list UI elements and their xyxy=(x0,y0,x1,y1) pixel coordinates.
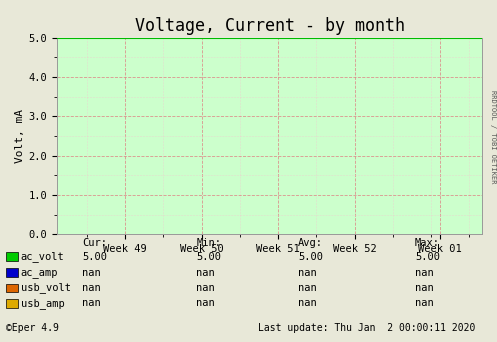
Text: ac_amp: ac_amp xyxy=(21,267,58,278)
Text: nan: nan xyxy=(196,283,215,293)
Text: usb_volt: usb_volt xyxy=(21,282,71,293)
Text: nan: nan xyxy=(298,267,317,278)
Text: nan: nan xyxy=(298,298,317,308)
Text: Cur:: Cur: xyxy=(82,238,107,248)
Text: nan: nan xyxy=(415,283,434,293)
Text: Min:: Min: xyxy=(196,238,221,248)
Text: nan: nan xyxy=(415,267,434,278)
Text: nan: nan xyxy=(82,298,101,308)
Y-axis label: Volt, mA: Volt, mA xyxy=(14,109,24,163)
Text: 5.00: 5.00 xyxy=(298,251,323,262)
Text: Max:: Max: xyxy=(415,238,440,248)
Text: nan: nan xyxy=(82,267,101,278)
Text: nan: nan xyxy=(82,283,101,293)
Text: nan: nan xyxy=(298,283,317,293)
Text: Last update: Thu Jan  2 00:00:11 2020: Last update: Thu Jan 2 00:00:11 2020 xyxy=(258,324,476,333)
Text: Avg:: Avg: xyxy=(298,238,323,248)
Text: 5.00: 5.00 xyxy=(82,251,107,262)
Text: nan: nan xyxy=(415,298,434,308)
Text: 5.00: 5.00 xyxy=(196,251,221,262)
Text: ac_volt: ac_volt xyxy=(21,251,65,262)
Text: nan: nan xyxy=(196,267,215,278)
Title: Voltage, Current - by month: Voltage, Current - by month xyxy=(135,17,405,35)
Text: RRDTOOL / TOBI OETIKER: RRDTOOL / TOBI OETIKER xyxy=(490,90,496,184)
Text: ©Eper 4.9: ©Eper 4.9 xyxy=(6,324,59,333)
Text: usb_amp: usb_amp xyxy=(21,298,65,309)
Text: 5.00: 5.00 xyxy=(415,251,440,262)
Text: nan: nan xyxy=(196,298,215,308)
